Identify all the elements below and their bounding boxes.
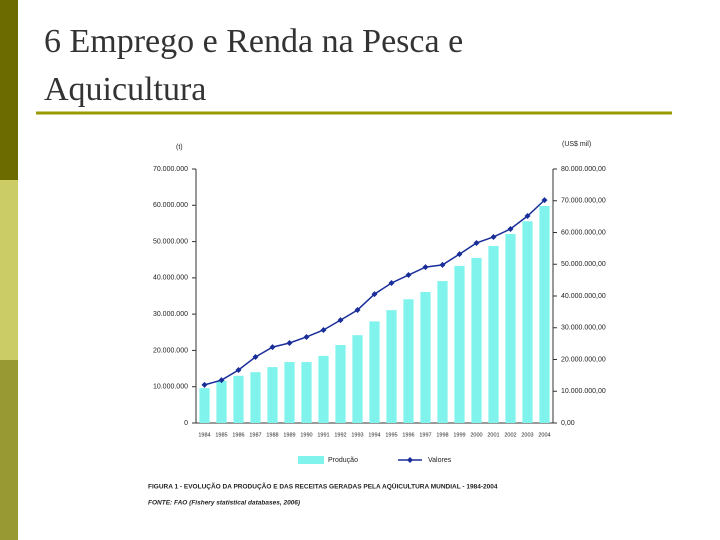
bar: [250, 372, 261, 423]
marker: [490, 233, 497, 240]
bar: [454, 265, 465, 423]
y2-tick-label: 60.000.000,00: [561, 229, 606, 236]
y2-tick-label: 50.000.000,00: [561, 261, 606, 268]
y-tick-label: 50.000.000: [153, 238, 188, 245]
marker: [405, 272, 412, 279]
caption: FIGURA 1 - EVOLUÇÃO DA PRODUÇÃO E DAS RE…: [148, 482, 498, 491]
x-tick-label: 1998: [436, 432, 448, 438]
y2-tick-label: 70.000.000,00: [561, 198, 606, 205]
marker: [456, 251, 463, 258]
marker: [388, 279, 395, 286]
marker: [320, 326, 327, 333]
marker: [303, 333, 310, 340]
bar: [471, 257, 482, 423]
x-tick-label: 1990: [300, 432, 312, 438]
marker: [422, 264, 429, 271]
marker: [218, 377, 225, 384]
y2-tick-label: 40.000.000,00: [561, 293, 606, 300]
source: FONTE: FAO (Fishery statistical database…: [148, 500, 300, 507]
y-tick-label: 20.000.000: [153, 347, 188, 354]
y-tick-label: 70.000.000: [153, 166, 188, 173]
bar: [335, 344, 346, 423]
bar: [267, 367, 278, 423]
legend-marker: [407, 457, 413, 463]
marker: [235, 366, 242, 373]
x-tick-label: 1996: [402, 432, 414, 438]
x-tick-label: 2002: [504, 432, 516, 438]
marker: [371, 291, 378, 298]
x-tick-label: 1997: [419, 432, 431, 438]
bar: [233, 375, 244, 423]
slide-title: 6 Emprego e Renda na Pesca e Aquicultura: [44, 23, 463, 108]
marker: [507, 226, 514, 233]
bar: [369, 321, 380, 423]
marker: [473, 239, 480, 246]
y-tick-label: 60.000.000: [153, 202, 188, 209]
marker: [286, 339, 293, 346]
x-tick-label: 1988: [266, 432, 278, 438]
bar: [437, 281, 448, 423]
y2-tick-label: 80.000.000,00: [561, 166, 606, 173]
marker: [439, 261, 446, 268]
bar: [539, 206, 550, 423]
bar: [216, 380, 227, 423]
marker: [337, 317, 344, 324]
x-tick-label: 1991: [317, 432, 329, 438]
x-tick-label: 1984: [198, 432, 210, 438]
bar: [488, 245, 499, 423]
x-tick-label: 1993: [351, 432, 363, 438]
title-line: 6 Emprego e Renda na Pesca e: [44, 23, 463, 60]
y-tick-label: 10.000.000: [153, 384, 188, 391]
legend-label: Produção: [328, 457, 358, 464]
x-tick-label: 1995: [385, 432, 397, 438]
y2-tick-label: 10.000.000,00: [561, 388, 606, 395]
y2-tick-label: 30.000.000,00: [561, 325, 606, 332]
y-tick-label: 0: [184, 420, 188, 427]
x-tick-label: 1994: [368, 432, 380, 438]
x-tick-label: 2000: [470, 432, 482, 438]
bar: [301, 362, 312, 423]
side-bar: [0, 0, 18, 180]
bar: [199, 388, 210, 423]
y2-axis-label: (US$ mil): [562, 141, 591, 148]
marker: [524, 212, 531, 219]
bar: [522, 221, 533, 423]
x-tick-label: 1992: [334, 432, 346, 438]
title-line: Aquicultura: [44, 71, 206, 108]
y-axis-label: (t): [176, 144, 183, 151]
x-tick-label: 1999: [453, 432, 465, 438]
marker: [541, 197, 548, 204]
bar: [284, 362, 295, 423]
bar: [318, 355, 329, 423]
x-tick-label: 1985: [215, 432, 227, 438]
bar: [386, 310, 397, 423]
bar: [352, 335, 363, 423]
x-tick-label: 1986: [232, 432, 244, 438]
side-bar: [0, 180, 18, 360]
marker: [252, 353, 259, 360]
x-tick-label: 2001: [487, 432, 499, 438]
marker: [201, 381, 208, 388]
marker: [269, 344, 276, 351]
y-tick-label: 30.000.000: [153, 311, 188, 318]
side-bar: [0, 360, 18, 540]
y-tick-label: 40.000.000: [153, 275, 188, 282]
x-tick-label: 1989: [283, 432, 295, 438]
legend-label: Valores: [428, 457, 452, 464]
bar: [403, 299, 414, 423]
bar: [420, 292, 431, 423]
marker: [354, 306, 361, 313]
x-tick-label: 2004: [538, 432, 550, 438]
y2-tick-label: 0,00: [561, 420, 575, 427]
x-tick-label: 2003: [521, 432, 533, 438]
bar: [505, 233, 516, 423]
legend-swatch: [298, 456, 324, 464]
x-tick-label: 1987: [249, 432, 261, 438]
y2-tick-label: 20.000.000,00: [561, 356, 606, 363]
